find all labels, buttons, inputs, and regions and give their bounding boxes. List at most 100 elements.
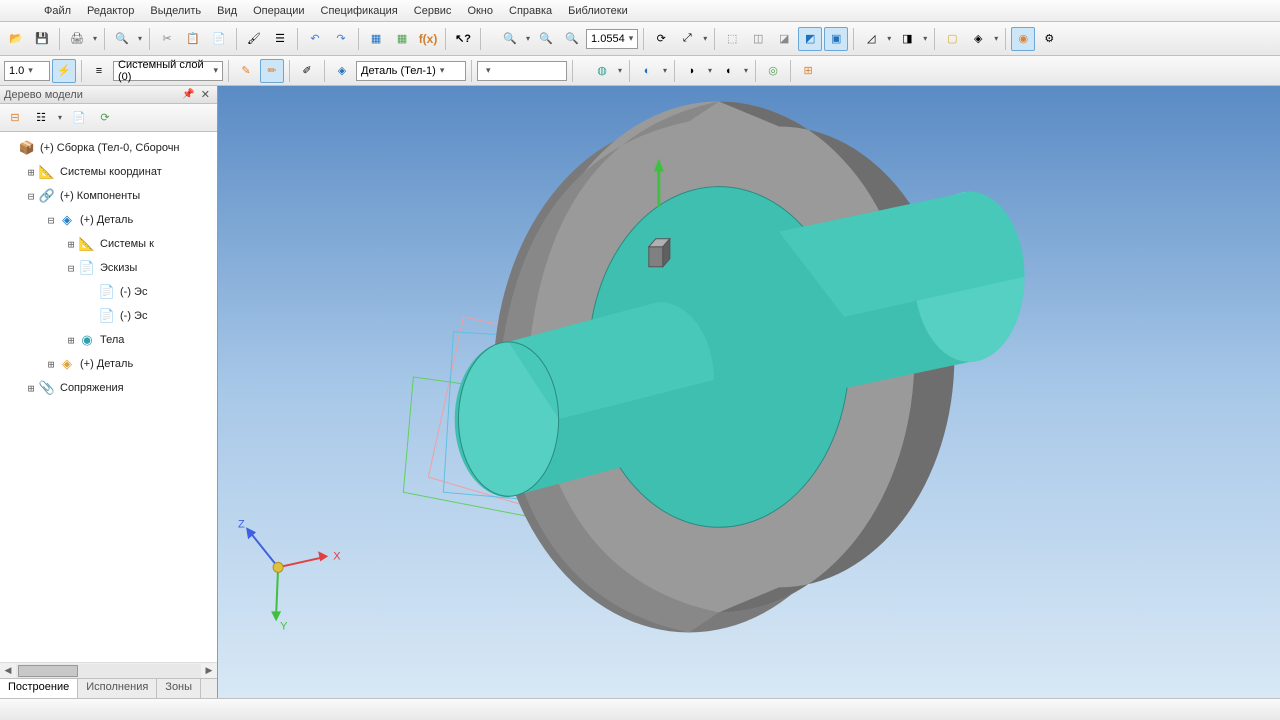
menu-service[interactable]: Сервис [408, 3, 458, 19]
pin-icon[interactable]: 📌 [179, 89, 197, 100]
brush-button[interactable]: 🖌 [242, 27, 266, 51]
tree-item[interactable]: ⊞◈(+) Деталь [0, 352, 217, 376]
appearance-button[interactable]: ◈ [966, 27, 990, 51]
menu-file[interactable]: Файл [38, 3, 77, 19]
menu-view[interactable]: Вид [211, 3, 243, 19]
tree-doc-button[interactable]: 📄 [68, 107, 90, 129]
paste-button[interactable]: 📄 [207, 27, 231, 51]
rebuild-button[interactable]: ⚙ [1037, 27, 1061, 51]
pattern-button[interactable]: ⊞ [796, 59, 820, 83]
tab-zones[interactable]: Зоны [157, 679, 201, 698]
shell-button[interactable]: ◖ [716, 59, 740, 83]
edit-in-place-button[interactable]: ✏ [260, 59, 284, 83]
auto-scale-button[interactable]: ⚡ [52, 59, 76, 83]
menu-help[interactable]: Справка [503, 3, 558, 19]
tree-view-button[interactable]: ⊟ [4, 107, 26, 129]
sketch-button[interactable]: ✐ [295, 59, 319, 83]
scale-combo[interactable]: 1.0▾ [4, 61, 50, 81]
fillet-button[interactable]: ◗ [680, 59, 704, 83]
expand-icon[interactable]: ⊞ [44, 358, 58, 371]
properties-button[interactable]: ☰ [268, 27, 292, 51]
panel-title: Дерево модели [4, 89, 83, 101]
nohidden-button[interactable]: ◪ [772, 27, 796, 51]
tree-item[interactable]: ⊞◉Тела [0, 328, 217, 352]
tree-filter-button[interactable]: ☷ [30, 107, 52, 129]
hole-button[interactable]: ◎ [761, 59, 785, 83]
zoom-scale-button[interactable]: 🔍 [560, 27, 584, 51]
undo-button[interactable]: ↶ [303, 27, 327, 51]
orient-button[interactable]: ⤢ [675, 27, 699, 51]
zoom-fit-button[interactable]: 🔍 [534, 27, 558, 51]
tree-item[interactable]: 📄(-) Эс [0, 280, 217, 304]
menu-editor[interactable]: Редактор [81, 3, 140, 19]
tree-item[interactable]: 📦(+) Сборка (Тел-0, Сборочн [0, 136, 217, 160]
variables-button[interactable]: ▦ [390, 27, 414, 51]
zoom-combo[interactable]: 1.0554▾ [586, 29, 638, 49]
node-icon: 🔗 [38, 187, 56, 205]
menu-libraries[interactable]: Библиотеки [562, 3, 634, 19]
node-label: (+) Деталь [80, 214, 133, 226]
shaded-button[interactable]: ◩ [798, 27, 822, 51]
svg-text:X: X [333, 550, 341, 562]
tree-item[interactable]: ⊞📐Системы координат [0, 160, 217, 184]
model-canvas: X Y Z [218, 86, 1280, 698]
close-icon[interactable]: ✕ [198, 88, 213, 101]
zoom-window-button[interactable]: 🔍 [498, 27, 522, 51]
tab-build[interactable]: Построение [0, 679, 78, 698]
redo-button[interactable]: ↷ [329, 27, 353, 51]
color-button[interactable]: ▢ [940, 27, 964, 51]
part-combo[interactable]: Деталь (Тел-1)▾ [356, 61, 466, 81]
help-cursor-button[interactable]: ↖? [451, 27, 475, 51]
expand-icon[interactable]: ⊞ [64, 334, 78, 347]
panel-title-bar: Дерево модели 📌 ✕ [0, 86, 217, 104]
node-icon: 📐 [78, 235, 96, 253]
node-icon: 📄 [98, 307, 116, 325]
spec-button[interactable]: ▦ [364, 27, 388, 51]
print-button[interactable]: 🖨 [65, 27, 89, 51]
menu-spec[interactable]: Спецификация [315, 3, 404, 19]
tree-refresh-button[interactable]: ⟳ [94, 107, 116, 129]
model-tree[interactable]: 📦(+) Сборка (Тел-0, Сборочн⊞📐Системы коо… [0, 132, 217, 662]
tree-item[interactable]: 📄(-) Эс [0, 304, 217, 328]
tree-item[interactable]: ⊟◈ (+) Деталь [0, 208, 217, 232]
tree-item[interactable]: ⊞📐Системы к [0, 232, 217, 256]
node-icon: ◈ [58, 211, 76, 229]
node-label: (+) Компоненты [60, 190, 140, 202]
expand-icon[interactable]: ⊞ [64, 238, 78, 251]
edit-sketch-button[interactable]: ✎ [234, 59, 258, 83]
tree-hscroll[interactable]: ◀▶ [0, 662, 217, 678]
rotate-button[interactable]: ⟳ [649, 27, 673, 51]
copy-button[interactable]: 📋 [181, 27, 205, 51]
fx-button[interactable]: f(x) [416, 27, 440, 51]
tree-item[interactable]: ⊟📄Эскизы [0, 256, 217, 280]
save-button[interactable]: 💾 [30, 27, 54, 51]
section-button[interactable]: ◨ [895, 27, 919, 51]
tree-item[interactable]: ⊞📎Сопряжения [0, 376, 217, 400]
cut-button[interactable]: ✂ [155, 27, 179, 51]
3d-viewport[interactable]: X Y Z [218, 86, 1280, 698]
menu-operations[interactable]: Операции [247, 3, 310, 19]
tree-item[interactable]: ⊟🔗 (+) Компоненты [0, 184, 217, 208]
feature-button[interactable]: ◉ [1011, 27, 1035, 51]
layer-icon[interactable]: ≡ [87, 59, 111, 83]
preview-button[interactable]: 🔍 [110, 27, 134, 51]
menu-window[interactable]: Окно [461, 3, 499, 19]
extrude-button[interactable]: ◍ [590, 59, 614, 83]
expand-icon[interactable]: ⊞ [24, 382, 38, 395]
expand-icon[interactable]: ⊟ [44, 214, 58, 227]
expand-icon[interactable]: ⊞ [24, 166, 38, 179]
cut-extrude-button[interactable]: ◐ [635, 59, 659, 83]
menu-select[interactable]: Выделить [144, 3, 207, 19]
expand-icon[interactable]: ⊟ [64, 262, 78, 275]
wireframe-button[interactable]: ⬚ [720, 27, 744, 51]
perspective-button[interactable]: ◿ [859, 27, 883, 51]
expand-icon[interactable]: ⊟ [24, 190, 38, 203]
layer-combo[interactable]: Системный слой (0)▾ [113, 61, 223, 81]
filter-combo[interactable]: ▾ [477, 61, 567, 81]
shaded-edges-button[interactable]: ▣ [824, 27, 848, 51]
part-icon[interactable]: ◈ [330, 59, 354, 83]
hidden-button[interactable]: ◫ [746, 27, 770, 51]
node-label: (+) Деталь [80, 358, 133, 370]
open-button[interactable]: 📂 [4, 27, 28, 51]
tab-exec[interactable]: Исполнения [78, 679, 157, 698]
